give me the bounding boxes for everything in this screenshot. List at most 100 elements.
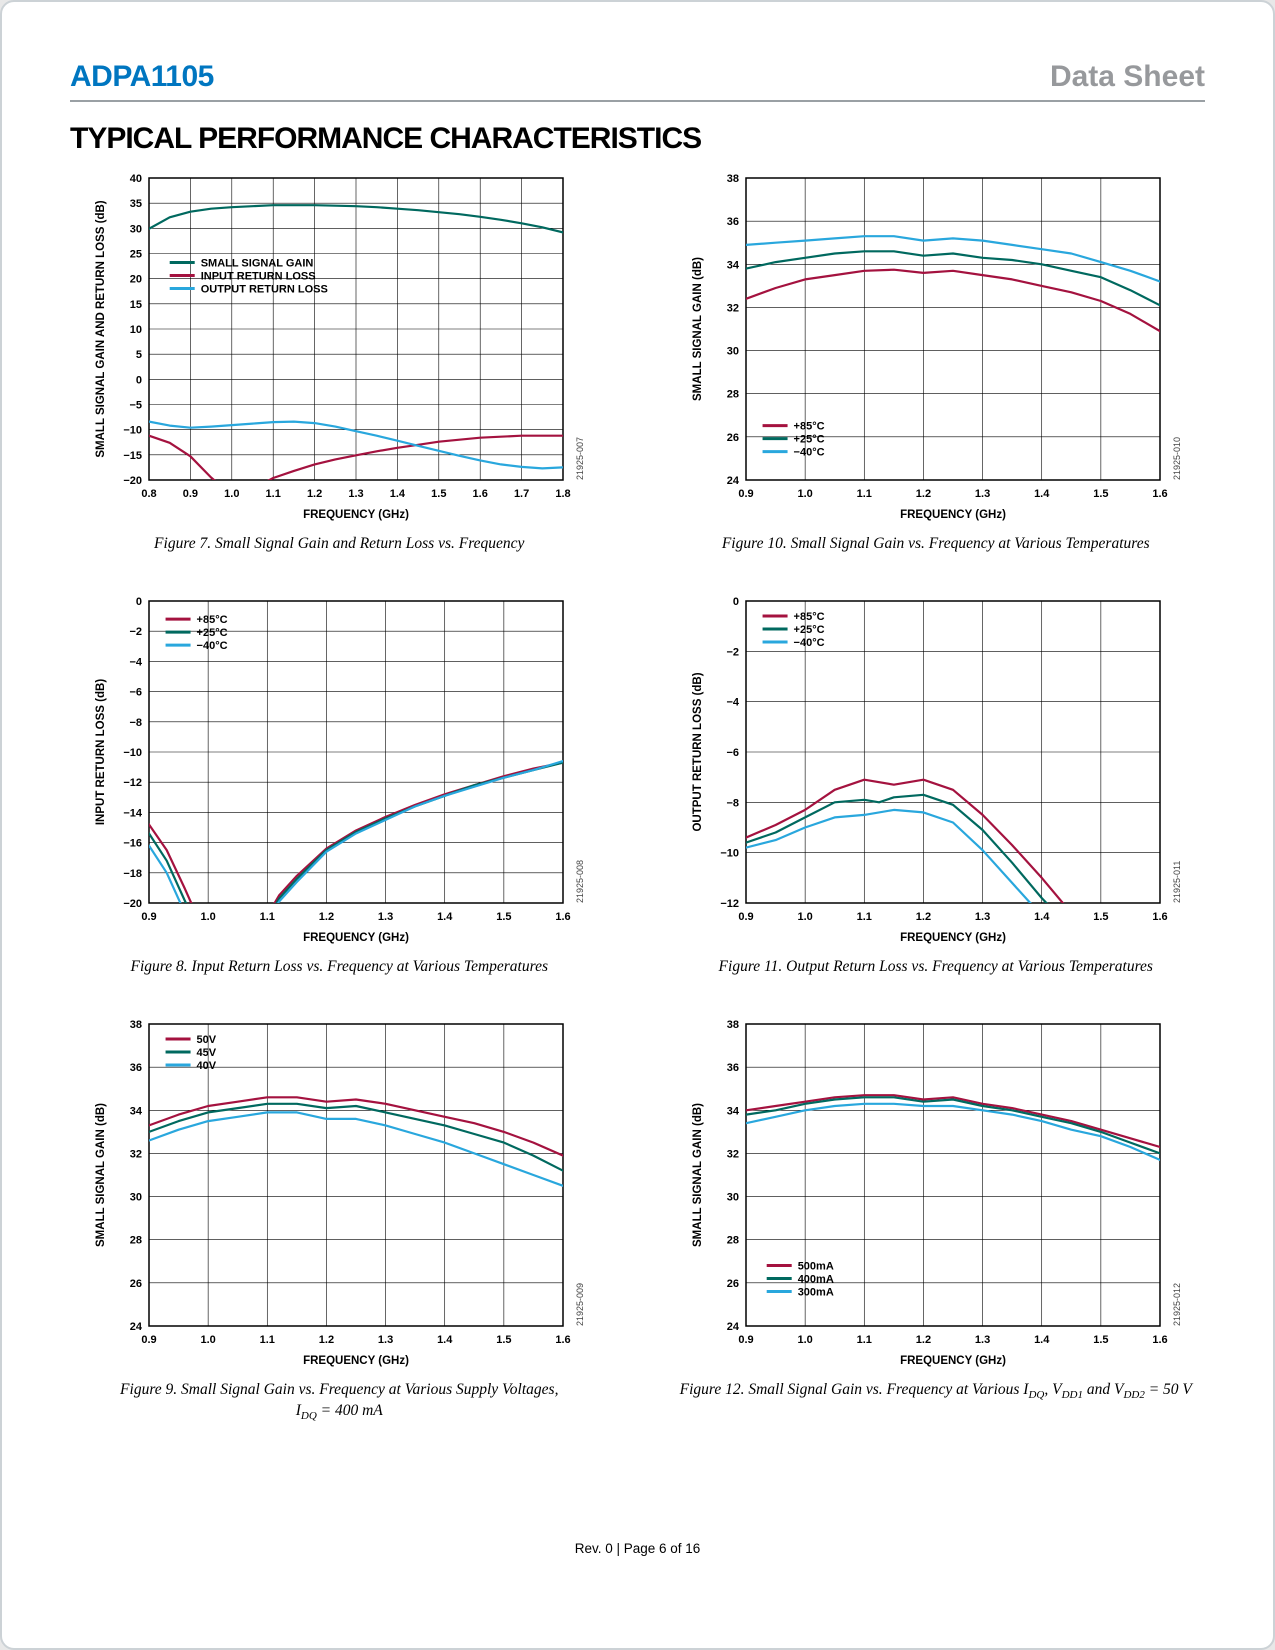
svg-text:1.5: 1.5 — [496, 911, 511, 923]
chart-grid — [745, 1023, 1160, 1326]
svg-text:25: 25 — [130, 249, 142, 261]
figure-code-watermark: 21925-011 — [1172, 861, 1182, 903]
chart-legend: +85°C+25°C−40°C — [762, 611, 824, 649]
chart-frame — [745, 177, 1161, 481]
svg-text:30: 30 — [130, 1191, 142, 1203]
figure-code-watermark: 21925-012 — [1172, 1283, 1182, 1326]
svg-text:1.0: 1.0 — [797, 911, 812, 923]
svg-text:36: 36 — [727, 1062, 739, 1074]
figure-11-caption: Figure 11. Output Return Loss vs. Freque… — [718, 957, 1153, 975]
svg-text:24: 24 — [727, 1321, 740, 1333]
legend-label: OUTPUT RETURN LOSS — [201, 284, 328, 296]
svg-text:1.3: 1.3 — [378, 911, 393, 923]
figure-code-watermark: 21925-010 — [1172, 437, 1182, 480]
legend-label: 40V — [197, 1060, 217, 1072]
page-content: ADPA1105 Data Sheet TYPICAL PERFORMANCE … — [2, 2, 1273, 1424]
y-axis-title: INPUT RETURN LOSS (dB) — [95, 679, 107, 825]
figure-9-caption: Figure 9. Small Signal Gain vs. Frequenc… — [120, 1380, 559, 1422]
svg-text:0: 0 — [136, 374, 142, 386]
legend-label: −40°C — [197, 640, 228, 652]
svg-text:0: 0 — [136, 596, 142, 608]
svg-text:38: 38 — [727, 1019, 739, 1031]
svg-text:1.6: 1.6 — [473, 488, 488, 500]
svg-text:−18: −18 — [124, 868, 143, 880]
svg-text:−2: −2 — [130, 626, 143, 638]
svg-text:1.3: 1.3 — [378, 1334, 393, 1346]
svg-text:28: 28 — [130, 1235, 142, 1247]
doc-type-label: Data Sheet — [1049, 60, 1205, 93]
svg-text:24: 24 — [727, 475, 740, 487]
svg-text:1.1: 1.1 — [266, 488, 281, 500]
figure-9: 0.9 1.0 1.1 1.2 1.3 1.4 1.5 1.6 24 26 28 30 32 34 36 38… — [70, 1012, 609, 1424]
legend-label: −40°C — [793, 447, 824, 459]
svg-text:1.4: 1.4 — [1034, 911, 1050, 923]
chart-frame — [745, 1023, 1161, 1327]
legend-label: 300mA — [797, 1286, 833, 1298]
svg-text:28: 28 — [727, 1235, 739, 1247]
svg-text:0.9: 0.9 — [142, 1334, 157, 1346]
svg-text:1.0: 1.0 — [797, 488, 812, 500]
figure-code-watermark: 21925-007 — [575, 437, 585, 480]
series-line--85-c — [745, 268, 1160, 333]
svg-text:0.9: 0.9 — [183, 488, 198, 500]
legend-label: +85°C — [793, 611, 824, 623]
svg-text:1.5: 1.5 — [496, 1334, 511, 1346]
chart-frame — [148, 177, 564, 481]
series-line--25-c — [149, 761, 564, 903]
figure-code-watermark: 21925-009 — [575, 1283, 585, 1326]
svg-text:1.6: 1.6 — [1152, 1334, 1167, 1346]
chart-grid — [149, 178, 564, 480]
chart-grid — [149, 1023, 564, 1326]
series-line-input-return-loss — [149, 434, 564, 480]
svg-text:1.3: 1.3 — [975, 911, 990, 923]
chart-frame — [745, 600, 1161, 904]
chart-fig12: 0.9 1.0 1.1 1.2 1.3 1.4 1.5 1.6 24 26 28 30 32 34 36 38… — [667, 1012, 1206, 1376]
svg-text:−8: −8 — [726, 797, 739, 809]
axis-tick-labels: 0.9 1.0 1.1 1.2 1.3 1.4 1.5 1.6 24 26 28 30 32 34 36 38 — [727, 173, 1168, 500]
svg-text:36: 36 — [130, 1062, 142, 1074]
svg-text:1.3: 1.3 — [975, 488, 990, 500]
chart-frame — [148, 600, 564, 904]
figure-11: 0.9 1.0 1.1 1.2 1.3 1.4 1.5 1.6 −12 −10 −8 −6 −4 −2 0 F… — [667, 589, 1206, 978]
axis-tick-labels: 0.9 1.0 1.1 1.2 1.3 1.4 1.5 1.6−20−18−16−14−12−… — [124, 596, 571, 923]
svg-text:1.1: 1.1 — [856, 911, 871, 923]
chart-svg-fig8: 0.9 1.0 1.1 1.2 1.3 1.4 1.5 1.6−20−18−16−14−12−… — [95, 596, 585, 944]
series-line--85-c — [745, 778, 1065, 903]
axis-tick-labels: 0.9 1.0 1.1 1.2 1.3 1.4 1.5 1.6 24 26 28 30 32 34 36 38 — [727, 1019, 1168, 1346]
svg-text:1.4: 1.4 — [1034, 1334, 1050, 1346]
x-axis-title: FREQUENCY (GHz) — [303, 932, 409, 944]
chart-svg-fig12: 0.9 1.0 1.1 1.2 1.3 1.4 1.5 1.6 24 26 28 30 32 34 36 38… — [692, 1019, 1182, 1367]
svg-text:1.0: 1.0 — [797, 1334, 812, 1346]
svg-text:1.3: 1.3 — [349, 488, 364, 500]
figure-8-caption: Figure 8. Input Return Loss vs. Frequenc… — [130, 957, 548, 975]
axis-tick-labels: 0.8 0.9 1.0 1.1 1.2 1.3 1.4 1.5 1.6 1.7 1.8 −20 −15 −… — [124, 173, 571, 500]
x-axis-title: FREQUENCY (GHz) — [303, 509, 409, 521]
axis-tick-labels: 0.9 1.0 1.1 1.2 1.3 1.4 1.5 1.6 24 26 28 30 32 34 36 38 — [130, 1019, 571, 1346]
chart-svg-fig10: 0.9 1.0 1.1 1.2 1.3 1.4 1.5 1.6 24 26 28 30 32 34 36 38… — [692, 173, 1182, 521]
svg-text:1.4: 1.4 — [437, 911, 453, 923]
series-line--85-c — [149, 761, 564, 903]
svg-text:−5: −5 — [130, 400, 143, 412]
svg-text:1.7: 1.7 — [514, 488, 529, 500]
svg-text:1.6: 1.6 — [556, 911, 571, 923]
svg-text:0: 0 — [733, 596, 739, 608]
chart-fig11: 0.9 1.0 1.1 1.2 1.3 1.4 1.5 1.6 −12 −10 −8 −6 −4 −2 0 F… — [667, 589, 1206, 953]
legend-label: SMALL SIGNAL GAIN — [201, 258, 314, 270]
section-title: TYPICAL PERFORMANCE CHARACTERISTICS — [70, 122, 702, 155]
svg-text:1.6: 1.6 — [1152, 488, 1167, 500]
svg-text:26: 26 — [727, 432, 739, 444]
series-line--40-c — [745, 235, 1160, 283]
svg-text:1.0: 1.0 — [224, 488, 239, 500]
svg-text:−6: −6 — [130, 687, 143, 699]
svg-text:−10: −10 — [124, 747, 143, 759]
svg-text:−14: −14 — [124, 807, 144, 819]
y-axis-title: SMALL SIGNAL GAIN AND RETURN LOSS (dB) — [95, 200, 107, 457]
svg-text:0.9: 0.9 — [738, 488, 753, 500]
svg-text:5: 5 — [136, 349, 142, 361]
svg-text:1.4: 1.4 — [390, 488, 406, 500]
svg-text:−10: −10 — [124, 425, 143, 437]
legend-label: 400mA — [797, 1273, 833, 1285]
svg-text:1.2: 1.2 — [916, 1334, 931, 1346]
